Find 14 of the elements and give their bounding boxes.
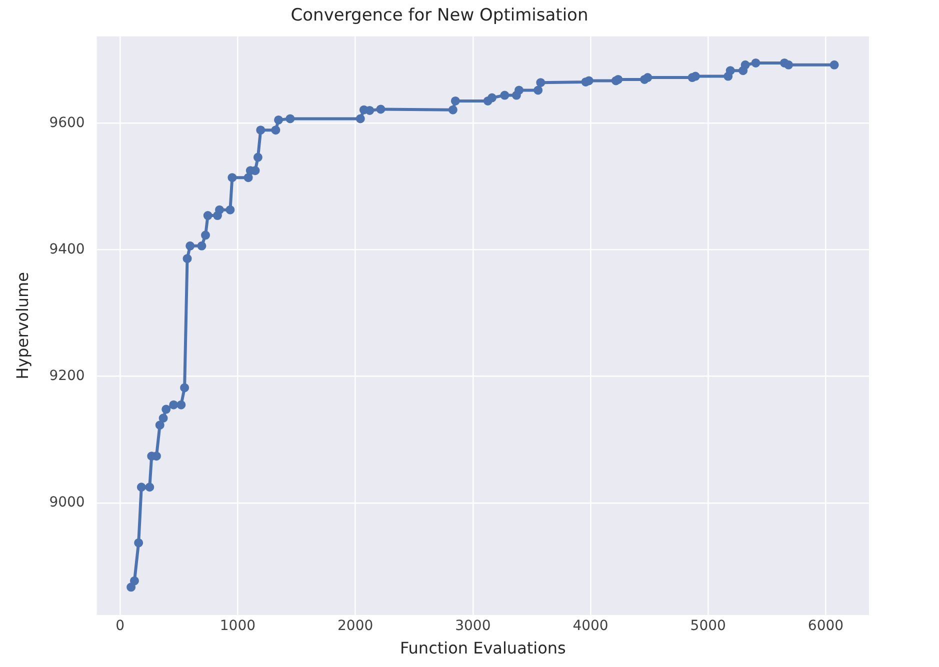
- y-tick-label: 9600: [49, 114, 85, 131]
- chart-title: Convergence for New Optimisation: [290, 6, 588, 26]
- y-tick-label: 9400: [49, 241, 85, 258]
- x-axis-title: Function Evaluations: [400, 638, 566, 658]
- y-tick-label: 9200: [49, 368, 85, 384]
- x-tick-label: 6000: [808, 618, 844, 634]
- x-tick-label: 2000: [337, 618, 374, 634]
- x-tick-label: 5000: [690, 618, 726, 634]
- x-tick-label: 0: [116, 618, 125, 634]
- x-tick-label: 3000: [455, 618, 491, 634]
- x-tick-label: 4000: [572, 618, 608, 634]
- y-tick-label: 9000: [49, 494, 85, 511]
- y-axis-title: Hypervolume: [12, 272, 32, 380]
- x-tick-label: 1000: [220, 618, 256, 634]
